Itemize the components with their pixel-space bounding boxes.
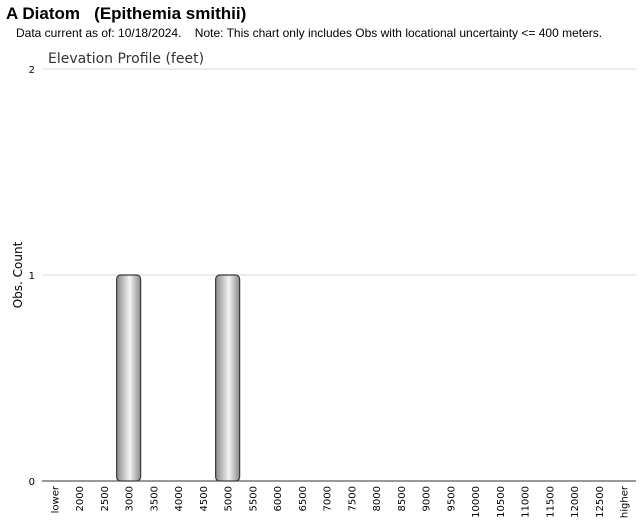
y-tick-label: 2 bbox=[29, 65, 35, 76]
x-tick-label: 12500 bbox=[595, 486, 606, 518]
x-tick-label: 7500 bbox=[347, 486, 358, 511]
bar-5000[interactable] bbox=[215, 274, 241, 482]
x-tick-label: 9000 bbox=[422, 486, 433, 511]
x-tick-label: 3500 bbox=[149, 486, 160, 511]
x-tick-label: 10000 bbox=[471, 486, 482, 518]
x-tick-label: 9500 bbox=[446, 486, 457, 511]
x-tick-label: 8500 bbox=[397, 486, 408, 511]
x-tick-label: 6000 bbox=[273, 486, 284, 511]
x-tick-label: 4000 bbox=[174, 486, 185, 511]
x-tick-label: 5500 bbox=[248, 486, 259, 511]
y-tick-label: 0 bbox=[29, 477, 35, 488]
page-title: A Diatom (Epithemia smithii) bbox=[6, 4, 247, 23]
data-note: Data current as of: 10/18/2024. Note: Th… bbox=[16, 26, 603, 40]
x-tick-label: higher bbox=[620, 485, 631, 518]
x-tick-label: 11000 bbox=[521, 486, 532, 518]
bar-3000[interactable] bbox=[116, 274, 142, 482]
y-axis-label: Obs. Count bbox=[11, 241, 25, 308]
x-tick-label: 7000 bbox=[323, 486, 334, 511]
x-tick-label: 8000 bbox=[372, 486, 383, 511]
x-tick-label: 4500 bbox=[199, 486, 210, 511]
x-tick-label: lower bbox=[50, 485, 61, 513]
x-tick-label: 2000 bbox=[75, 486, 86, 511]
x-tick-label: 3000 bbox=[125, 486, 136, 511]
x-tick-label: 11500 bbox=[545, 486, 556, 518]
x-tick-label: 10500 bbox=[496, 486, 507, 518]
x-tick-label: 6500 bbox=[298, 486, 309, 511]
x-tick-label: 2500 bbox=[100, 486, 111, 511]
chart-title: Elevation Profile (feet) bbox=[48, 51, 204, 67]
x-tick-label: 5000 bbox=[224, 486, 235, 511]
y-tick-label: 1 bbox=[29, 271, 35, 282]
x-tick-label: 12000 bbox=[570, 486, 581, 518]
